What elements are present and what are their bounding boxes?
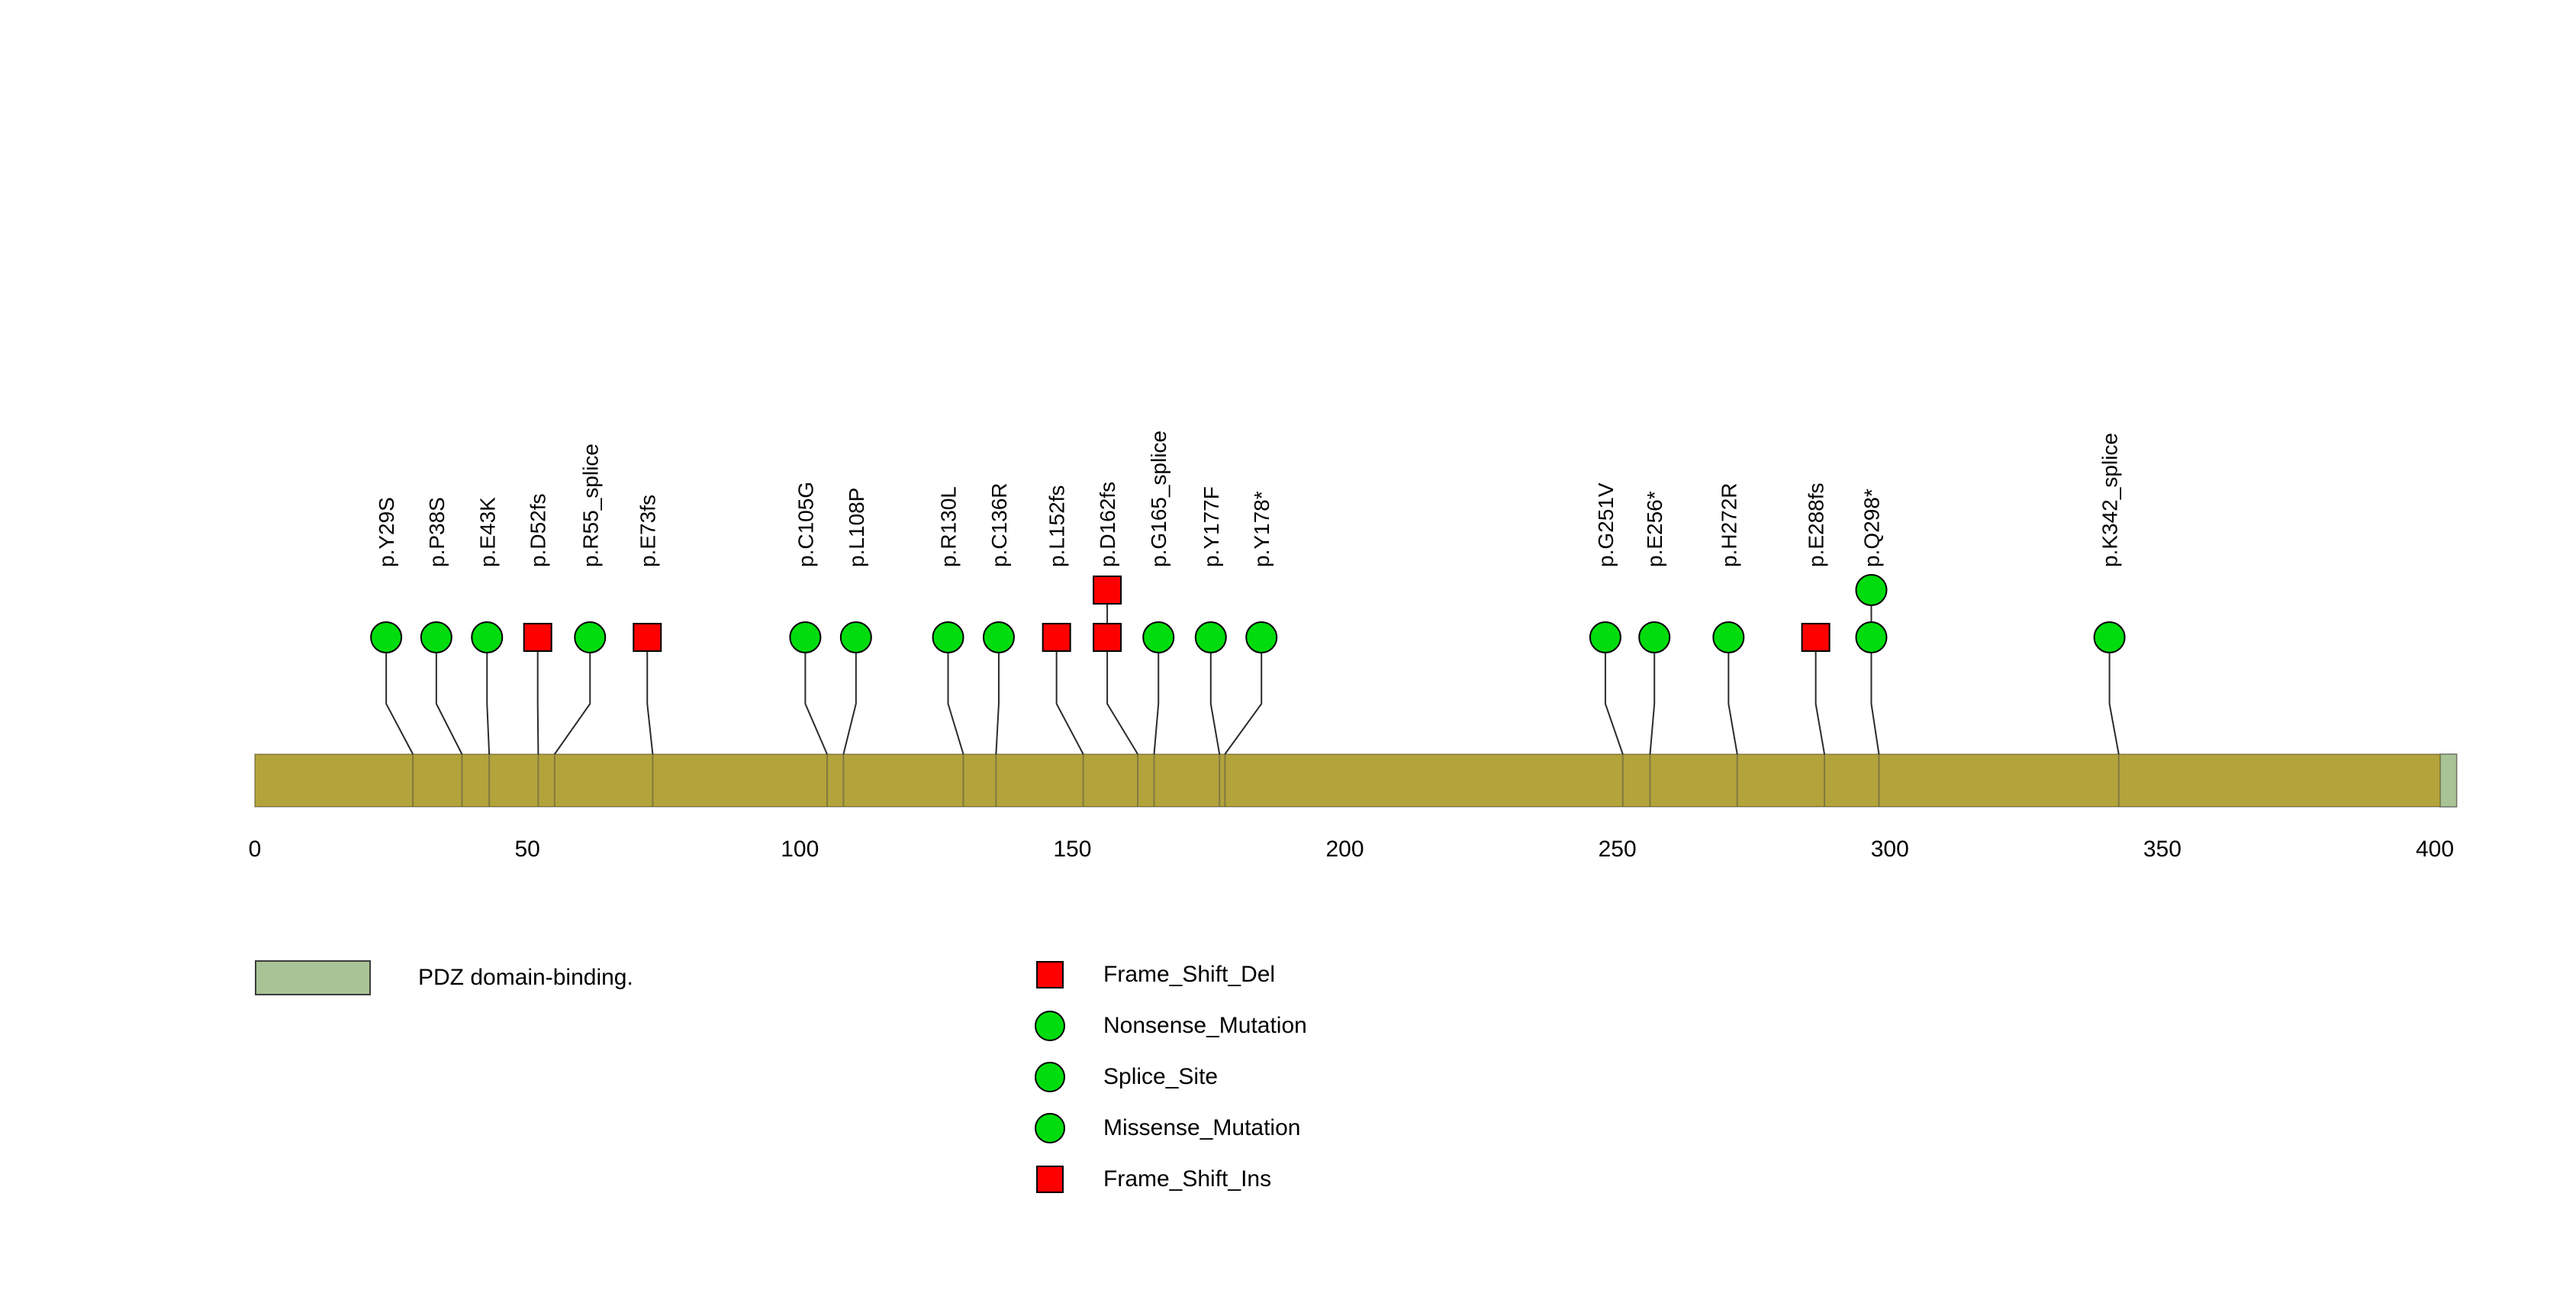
axis-tick-label: 150 [1053, 837, 1091, 862]
legend-label: Frame_Shift_Del [1103, 961, 1276, 987]
mutation-marker [1194, 621, 1227, 653]
mutation-marker [839, 621, 872, 653]
mutation-stem [1728, 637, 1738, 755]
mutation-label: p.P38S [425, 497, 449, 567]
mutation-marker [1855, 621, 1888, 653]
mutation-marker [1142, 621, 1175, 653]
mutation-stem [1106, 590, 1138, 755]
mutation-marker [1245, 621, 1278, 653]
mutation-marker [1042, 623, 1071, 652]
mutation-label: p.L152fs [1045, 485, 1069, 567]
axis-tick-label: 300 [1871, 837, 1909, 862]
axis-tick-label: 250 [1599, 837, 1637, 862]
mutation-stem [646, 637, 654, 755]
axis-tick-label: 100 [781, 837, 819, 862]
pdz-domain-swatch [255, 960, 371, 995]
mutation-label: p.D162fs [1096, 482, 1119, 567]
protein-backbone [254, 753, 2458, 808]
mutation-label: p.E73fs [636, 495, 659, 567]
mutation-marker [471, 621, 504, 653]
splice-site-swatch [1035, 1061, 1065, 1092]
mutation-stem [554, 637, 591, 755]
mutation-stem [947, 637, 964, 755]
pdz-domain-label: PDZ domain-binding. [418, 965, 633, 990]
mutation-marker [1093, 576, 1122, 605]
mutation-marker [1093, 623, 1122, 652]
mutation-stem [1649, 637, 1656, 755]
mutation-label: p.Y177F [1199, 486, 1223, 567]
mutation-label: p.R130L [937, 486, 961, 567]
mutation-stem [1224, 637, 1263, 755]
mutation-stem [536, 637, 539, 755]
legend-label: Splice_Site [1103, 1063, 1219, 1089]
mutation-stem [1604, 637, 1624, 755]
axis-tick-label: 0 [249, 837, 262, 862]
mutation-marker [789, 621, 822, 653]
mutation-marker [523, 623, 552, 652]
legend-item-missense-mutation: Missense_Mutation [1035, 1102, 1307, 1153]
mutation-label: p.Q298* [1860, 489, 1883, 567]
mutation-marker [2093, 621, 2126, 653]
mutation-marker [1589, 621, 1621, 653]
mutation-marker [1801, 623, 1831, 652]
mutation-marker [1712, 621, 1745, 653]
mutation-label: p.K342_splice [2098, 433, 2122, 567]
mutation-stem [842, 637, 857, 755]
mutation-stem [385, 637, 414, 755]
mutation-marker [932, 621, 964, 653]
mutation-label: p.E288fs [1805, 482, 1828, 567]
mutation-stem [2108, 637, 2120, 755]
mutation-stem [1209, 637, 1221, 755]
mutation-label: p.G251V [1594, 482, 1618, 567]
frame-shift-ins-swatch [1036, 1165, 1064, 1193]
legend-label: Frame_Shift_Ins [1103, 1166, 1272, 1192]
missense-mutation-swatch [1035, 1112, 1065, 1143]
mutation-stem [1870, 590, 1880, 755]
legend-item-frame-shift-del: Frame_Shift_Del [1035, 949, 1307, 1000]
mutation-label: p.L108P [845, 488, 868, 567]
mutation-marker [420, 621, 452, 653]
mutation-stem [486, 637, 491, 755]
legend-item-nonsense-mutation: Nonsense_Mutation [1035, 1000, 1307, 1051]
frame-shift-del-swatch [1036, 960, 1064, 988]
mutation-stem [435, 637, 463, 755]
mutation-label: p.E256* [1643, 491, 1666, 567]
mutation-marker [633, 623, 662, 652]
mutation-stem [995, 637, 1000, 755]
legend-item-frame-shift-ins: Frame_Shift_Ins [1035, 1153, 1307, 1205]
axis-tick-label: 50 [514, 837, 539, 862]
mutation-label: p.R55_splice [578, 443, 602, 567]
mutation-stem [1153, 637, 1160, 755]
mutation-marker [1855, 574, 1888, 606]
mutation-stem [804, 637, 828, 755]
mutation-marker [982, 621, 1015, 653]
axis-tick-label: 350 [2143, 837, 2182, 862]
axis-tick-label: 400 [2416, 837, 2454, 862]
legend-label: Nonsense_Mutation [1103, 1012, 1307, 1038]
axis-tick-label: 200 [1325, 837, 1364, 862]
mutation-label: p.Y178* [1250, 491, 1274, 567]
mutation-stem [1055, 637, 1084, 755]
nonsense-mutation-swatch [1035, 1010, 1065, 1041]
mutation-label: p.C136R [987, 482, 1011, 567]
mutation-stem [1814, 637, 1826, 755]
legend-label: Missense_Mutation [1103, 1114, 1301, 1140]
mutation-label: p.H272R [1717, 482, 1740, 567]
mutation-marker [574, 621, 607, 653]
mutation-label: p.D52fs [526, 494, 550, 568]
mutation-label: p.E43K [475, 497, 499, 567]
legend-item-splice-site: Splice_Site [1035, 1051, 1307, 1102]
domain-legend: PDZ domain-binding. [255, 960, 633, 995]
mutation-marker [1638, 621, 1671, 653]
mutation-marker [370, 621, 403, 653]
mutation-label: p.G165_splice [1147, 431, 1170, 567]
protein-domain [2439, 753, 2458, 808]
mutation-type-legend: Frame_Shift_Del Nonsense_Mutation Splice… [1035, 949, 1307, 1205]
mutation-label: p.Y29S [375, 497, 398, 567]
mutation-label: p.C105G [794, 482, 817, 567]
